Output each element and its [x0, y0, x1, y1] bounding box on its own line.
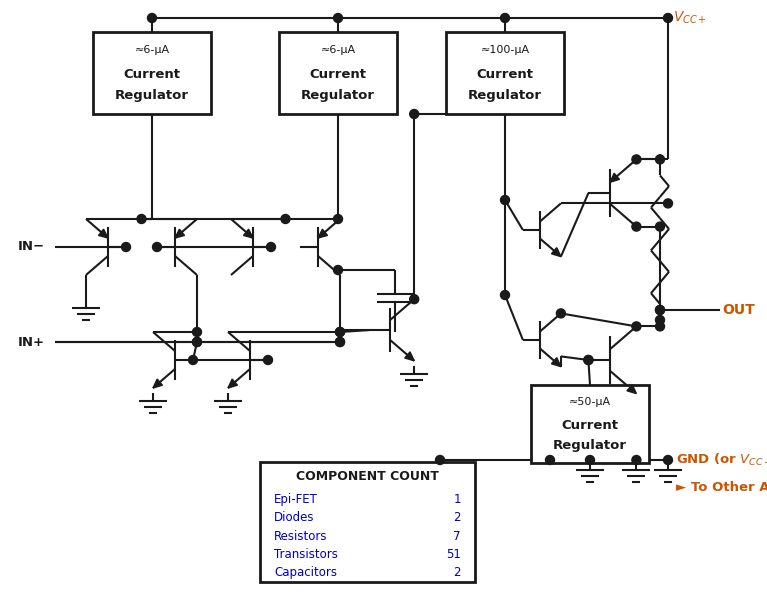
- Circle shape: [335, 337, 344, 346]
- Circle shape: [410, 295, 419, 304]
- Circle shape: [585, 455, 594, 465]
- Polygon shape: [318, 229, 328, 238]
- Circle shape: [656, 305, 664, 314]
- Circle shape: [556, 309, 565, 318]
- Polygon shape: [627, 385, 637, 394]
- Circle shape: [656, 322, 664, 331]
- Circle shape: [153, 243, 162, 252]
- Circle shape: [334, 14, 343, 22]
- Polygon shape: [610, 173, 620, 182]
- Circle shape: [266, 243, 275, 252]
- Text: ≈50-μA: ≈50-μA: [569, 397, 611, 407]
- Polygon shape: [551, 358, 561, 366]
- Circle shape: [410, 110, 419, 118]
- Polygon shape: [228, 379, 238, 388]
- Text: Diodes: Diodes: [274, 511, 314, 524]
- Circle shape: [632, 455, 641, 465]
- Polygon shape: [405, 352, 414, 361]
- Bar: [260, 462, 475, 582]
- Text: Resistors: Resistors: [274, 529, 328, 542]
- Circle shape: [335, 327, 344, 336]
- Text: Regulator: Regulator: [468, 89, 542, 102]
- Polygon shape: [243, 229, 253, 238]
- Circle shape: [663, 14, 673, 22]
- Circle shape: [193, 337, 202, 346]
- Text: 7: 7: [453, 529, 461, 542]
- Text: Current: Current: [561, 419, 618, 432]
- Circle shape: [281, 214, 290, 224]
- Circle shape: [137, 214, 146, 224]
- Text: Transistors: Transistors: [274, 548, 338, 561]
- Circle shape: [193, 337, 202, 346]
- Circle shape: [501, 195, 509, 204]
- Circle shape: [335, 337, 344, 346]
- Text: $V_{CC+}$: $V_{CC+}$: [673, 10, 707, 26]
- Circle shape: [545, 455, 555, 465]
- Circle shape: [663, 455, 673, 465]
- Text: 2: 2: [453, 567, 461, 580]
- Circle shape: [656, 316, 664, 324]
- Text: ≈6-μA: ≈6-μA: [321, 45, 356, 55]
- Polygon shape: [551, 247, 561, 256]
- Circle shape: [334, 214, 343, 224]
- Circle shape: [334, 265, 343, 275]
- Circle shape: [193, 327, 202, 336]
- Circle shape: [501, 14, 509, 22]
- Text: Epi-FET: Epi-FET: [274, 493, 318, 506]
- Text: Current: Current: [123, 68, 180, 81]
- Text: Regulator: Regulator: [115, 89, 189, 102]
- Circle shape: [656, 155, 664, 164]
- Text: ≈6-μA: ≈6-μA: [134, 45, 170, 55]
- Bar: [531, 385, 649, 463]
- Text: IN+: IN+: [18, 336, 45, 349]
- Circle shape: [189, 356, 197, 365]
- Text: Current: Current: [310, 68, 367, 81]
- Text: Capacitors: Capacitors: [274, 567, 337, 580]
- Circle shape: [264, 356, 272, 365]
- Bar: [446, 32, 564, 114]
- Circle shape: [663, 199, 673, 208]
- Polygon shape: [98, 229, 108, 238]
- Text: OUT: OUT: [722, 303, 755, 317]
- Circle shape: [147, 14, 156, 22]
- Circle shape: [656, 222, 664, 231]
- Text: ≈100-μA: ≈100-μA: [480, 45, 529, 55]
- Text: ► To Other Amplifier: ► To Other Amplifier: [676, 481, 767, 494]
- Text: Regulator: Regulator: [301, 89, 375, 102]
- Text: GND (or $V_{CC-}$): GND (or $V_{CC-}$): [676, 452, 767, 468]
- Circle shape: [632, 155, 641, 164]
- Circle shape: [335, 327, 344, 336]
- Bar: [93, 32, 211, 114]
- Text: COMPONENT COUNT: COMPONENT COUNT: [296, 469, 439, 482]
- Text: Regulator: Regulator: [553, 439, 627, 452]
- Circle shape: [121, 243, 130, 252]
- Bar: [279, 32, 397, 114]
- Polygon shape: [153, 379, 163, 388]
- Text: 1: 1: [453, 493, 461, 506]
- Circle shape: [656, 305, 664, 314]
- Text: IN−: IN−: [18, 240, 45, 253]
- Circle shape: [632, 322, 641, 331]
- Circle shape: [584, 356, 593, 365]
- Circle shape: [436, 455, 445, 465]
- Text: 51: 51: [446, 548, 461, 561]
- Circle shape: [632, 222, 641, 231]
- Text: Current: Current: [476, 68, 534, 81]
- Polygon shape: [175, 229, 185, 238]
- Text: 2: 2: [453, 511, 461, 524]
- Circle shape: [501, 291, 509, 300]
- Circle shape: [584, 356, 593, 365]
